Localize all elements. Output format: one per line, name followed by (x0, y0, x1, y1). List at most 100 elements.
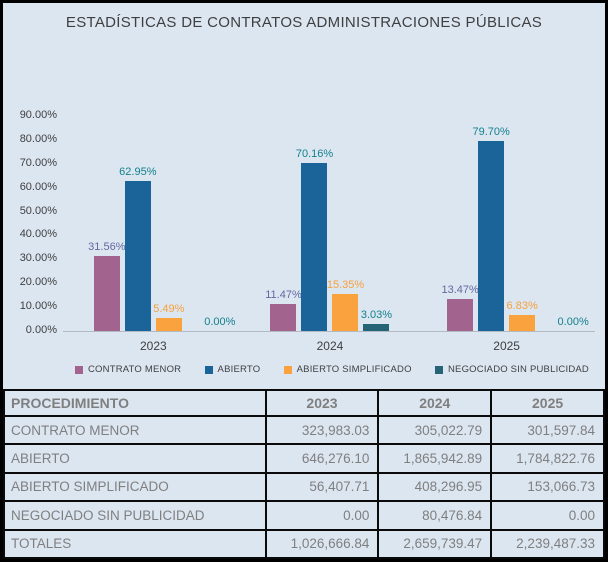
y-axis: 0.00% 10.00% 20.00% 30.00% 40.00% 50.00% 60.00… (3, 109, 65, 336)
legend-label: CONTRATO MENOR (88, 364, 182, 375)
value-cell: 408,296.95 (377, 471, 493, 503)
table-row: TOTALES 1,026,666.84 2,659,739.47 2,239,487… (3, 528, 605, 560)
table-body: CONTRATO MENOR 323,983.03 305,022.79 301,59… (3, 414, 605, 560)
y-axis-tick-label: 40.00% (19, 228, 57, 241)
bar-value-label: 62.95% (119, 166, 157, 178)
bar-slot: 0.00% (187, 116, 235, 331)
table-row: ABIERTO 646,276.10 1,865,942.89 1,784,822.7… (3, 443, 605, 474)
table-row: CONTRATO MENOR 323,983.03 305,022.79 301,59… (3, 414, 605, 446)
bar-value-label: 6.83% (506, 300, 538, 312)
bar-value-label: 15.35% (326, 279, 365, 291)
bar (509, 315, 536, 331)
bar-slot: 79.70% (472, 116, 510, 331)
legend-swatch (283, 365, 292, 374)
x-axis-category-label: 2024 (316, 339, 344, 353)
bar-value-label: 31.56% (88, 241, 126, 253)
chart-section: ESTADÍSTICAS DE CONTRATOS ADMINISTRACION… (3, 3, 605, 389)
row-label-cell: ABIERTO (3, 443, 267, 474)
y-axis-tick-label: 10.00% (19, 300, 57, 313)
value-cell: 2,659,739.47 (377, 528, 493, 560)
bar (155, 318, 182, 331)
legend-item: CONTRATO MENOR (75, 364, 181, 375)
bar-group-2025: 13.47% 79.70% 6.83% 0.00% (441, 116, 589, 331)
value-cell: 646,276.10 (264, 443, 380, 474)
header-cell: 2023 (264, 389, 380, 417)
bar-value-label: 0.00% (557, 316, 589, 328)
value-cell: 0.00 (264, 500, 380, 531)
bar (270, 304, 297, 331)
value-cell: 56,407.71 (264, 471, 380, 503)
bar-slot: 11.47% (265, 116, 302, 331)
bar-value-label: 3.03% (360, 309, 393, 321)
value-cell: 0.00 (490, 500, 605, 531)
y-axis-tick-label: 20.00% (19, 276, 57, 289)
bar (478, 141, 505, 331)
chart-legend: CONTRATO MENOR ABIERTO ABIERTO SIMPLIFICAD… (75, 364, 589, 375)
legend-item: ABIERTO (204, 364, 261, 375)
y-axis-tick-label: 50.00% (19, 204, 57, 217)
row-label-cell: ABIERTO SIMPLIFICADO (3, 471, 267, 503)
value-cell: 323,983.03 (264, 414, 380, 446)
table-row: NEGOCIADO SIN PUBLICIDAD 0.00 80,476.84 0.0… (3, 500, 605, 531)
table-header: PROCEDIMIENTO 2023 2024 2025 (3, 389, 605, 417)
bar (93, 256, 120, 331)
y-axis-tick-label: 90.00% (19, 109, 57, 121)
value-cell: 301,597.84 (490, 414, 605, 446)
plot-area: 31.56% 62.95% 5.49% 0.00% 11.47% 70.16% 15.35%… (63, 116, 595, 332)
table-row: ABIERTO SIMPLIFICADO 56,407.71 408,296.95 1… (3, 471, 605, 503)
bar-value-label: 13.47% (441, 284, 479, 296)
x-axis-category-label: 2025 (493, 339, 520, 353)
legend-swatch (434, 365, 443, 374)
row-label-cell: CONTRATO MENOR (3, 414, 267, 446)
legend-item: ABIERTO SIMPLIFICADO (283, 364, 412, 375)
bar-group-2024: 11.47% 70.16% 15.35% 3.03% (265, 116, 393, 331)
row-label-cell: NEGOCIADO SIN PUBLICIDAD (3, 500, 267, 531)
bar-group-2023: 31.56% 62.95% 5.49% 0.00% (88, 116, 235, 331)
row-label-cell: TOTALES (3, 528, 267, 560)
y-axis-tick-label: 80.00% (19, 132, 57, 145)
value-cell: 305,022.79 (377, 414, 493, 446)
bar (301, 163, 328, 331)
bar (447, 299, 474, 331)
bar-value-label: 79.70% (472, 126, 510, 138)
header-cell: 2024 (377, 389, 493, 417)
x-axis-labels: 2023 2024 2025 (65, 339, 595, 353)
legend-label: ABIERTO (217, 364, 261, 375)
bar-slot: 62.95% (119, 116, 156, 331)
bar (124, 181, 151, 331)
bar (332, 294, 359, 331)
value-cell: 1,784,822.76 (490, 443, 605, 474)
y-axis-tick-label: 60.00% (19, 180, 57, 193)
bar-value-label: 5.49% (153, 303, 185, 315)
x-axis-line (63, 331, 595, 332)
bar-slot: 70.16% (296, 116, 333, 331)
bar-value-label: 0.00% (204, 316, 236, 328)
bar-slot: 3.03% (360, 116, 393, 331)
value-cell: 80,476.84 (377, 500, 493, 531)
y-axis-tick-label: 30.00% (19, 252, 57, 265)
value-cell: 153,066.73 (490, 471, 605, 503)
table-header-row: PROCEDIMIENTO 2023 2024 2025 (3, 389, 605, 417)
legend-swatch (75, 365, 83, 374)
data-table: PROCEDIMIENTO 2023 2024 2025 CONTRATO MENOR… (3, 389, 605, 560)
bar-slot: 13.47% (441, 116, 479, 331)
bar-value-label: 70.16% (295, 148, 334, 160)
x-axis-category-label: 2023 (139, 339, 167, 353)
legend-item: NEGOCIADO SIN PUBLICIDAD (434, 364, 589, 375)
value-cell: 1,865,942.89 (377, 443, 493, 474)
bar-slot: 5.49% (153, 116, 185, 331)
bar-slot: 6.83% (506, 116, 538, 331)
bar-slot: 15.35% (327, 116, 364, 331)
bar-value-label: 11.47% (265, 289, 302, 301)
bar (363, 324, 390, 331)
plot-row: 0.00% 10.00% 20.00% 30.00% 40.00% 50.00% 60.00… (3, 109, 595, 336)
legend-swatch (204, 365, 213, 374)
header-cell: 2025 (490, 389, 605, 417)
value-cell: 1,026,666.84 (264, 528, 380, 560)
y-axis-tick-label: 0.00% (25, 324, 57, 336)
chart-title: ESTADÍSTICAS DE CONTRATOS ADMINISTRACION… (65, 14, 543, 31)
legend-label: ABIERTO SIMPLIFICADO (296, 364, 412, 375)
header-cell: PROCEDIMIENTO (3, 389, 267, 417)
bar-slot: 31.56% (88, 116, 125, 331)
